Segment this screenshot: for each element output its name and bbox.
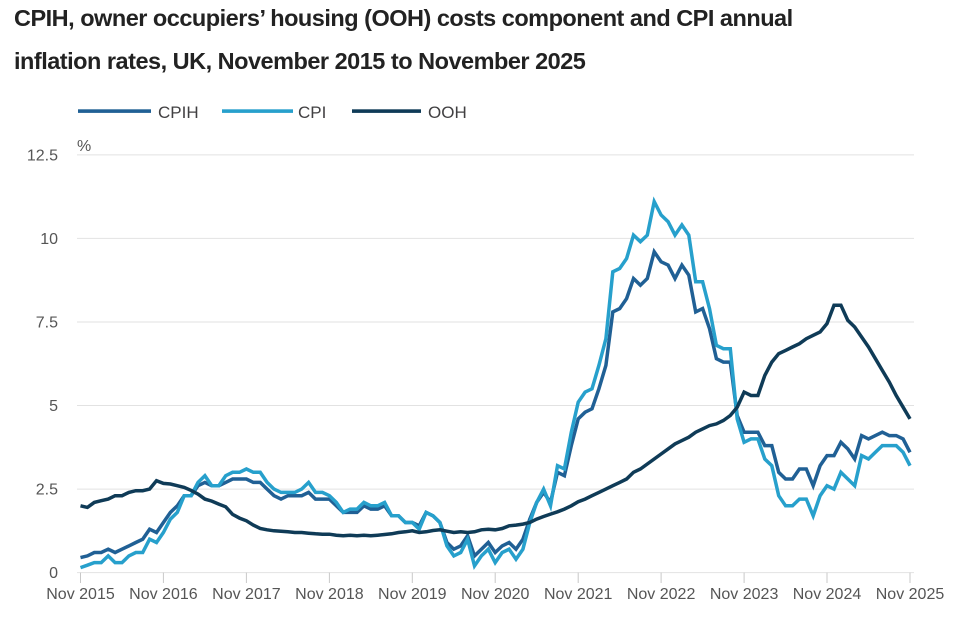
- svg-text:CPIH: CPIH: [158, 103, 199, 122]
- svg-text:Nov 2023: Nov 2023: [710, 586, 779, 603]
- svg-text:Nov 2020: Nov 2020: [461, 586, 530, 603]
- svg-text:Nov 2016: Nov 2016: [129, 586, 198, 603]
- svg-text:0: 0: [49, 565, 58, 582]
- svg-text:10: 10: [40, 231, 58, 248]
- svg-text:Nov 2022: Nov 2022: [627, 586, 696, 603]
- svg-text:7.5: 7.5: [36, 315, 58, 332]
- svg-text:%: %: [77, 138, 91, 155]
- svg-text:5: 5: [49, 398, 58, 415]
- svg-text:CPI: CPI: [298, 103, 326, 122]
- svg-text:Nov 2024: Nov 2024: [793, 586, 862, 603]
- svg-text:Nov 2021: Nov 2021: [544, 586, 613, 603]
- svg-text:OOH: OOH: [428, 103, 467, 122]
- svg-text:Nov 2018: Nov 2018: [295, 586, 364, 603]
- svg-text:Nov 2019: Nov 2019: [378, 586, 447, 603]
- svg-text:Nov 2015: Nov 2015: [46, 586, 115, 603]
- svg-text:Nov 2017: Nov 2017: [212, 586, 281, 603]
- svg-text:2.5: 2.5: [36, 482, 58, 499]
- svg-text:Nov 2025: Nov 2025: [876, 586, 945, 603]
- svg-text:12.5: 12.5: [27, 147, 58, 164]
